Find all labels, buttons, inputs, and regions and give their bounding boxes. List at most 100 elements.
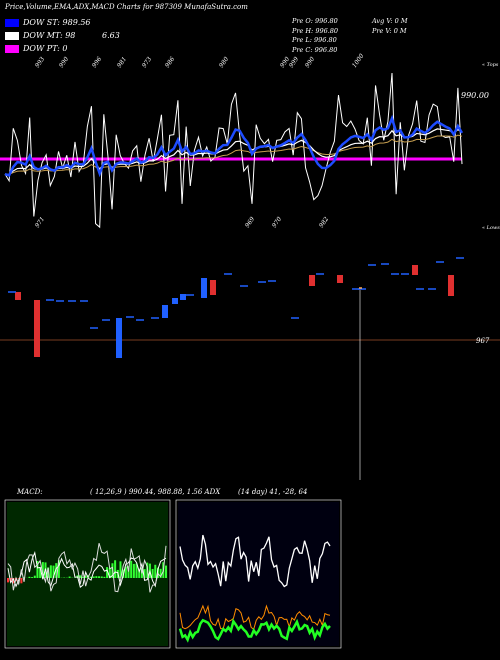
quote-high: Pre H: 996.80 <box>292 26 339 35</box>
macd-histogram-bar <box>92 576 95 578</box>
price-line <box>4 73 463 229</box>
macd-histogram-bar <box>108 567 111 578</box>
macd-label: MACD: <box>17 488 43 496</box>
volume-candle <box>180 294 186 300</box>
legend-dow-pt: DOW PT: 0 <box>5 44 68 53</box>
top-price-label: 993 <box>34 56 46 70</box>
volume-candle <box>162 305 168 318</box>
macd-histogram-bar <box>132 563 135 578</box>
legend-extra-value: 6.63 <box>102 31 120 40</box>
macd-histogram-bar <box>119 561 122 578</box>
macd-histogram-bar <box>106 567 109 578</box>
macd-histogram-bar <box>127 566 130 578</box>
top-price-label: 986 <box>164 56 176 70</box>
macd-histogram-bar <box>7 578 9 583</box>
macd-values: ( 12,26,9 ) 990.44, 988.88, 1.56 ADX <box>90 488 221 496</box>
macd-histogram-bar <box>17 578 20 579</box>
macd-histogram-bar <box>143 569 146 578</box>
volume-candle <box>412 265 418 275</box>
quote-prev-volume: Pre V: 0 M <box>372 26 407 35</box>
macd-line <box>7 543 167 593</box>
low-price-label: 982 <box>318 216 330 230</box>
top-price-label: 973 <box>141 56 153 70</box>
quote-open: Pre O: 996.80 <box>292 17 338 25</box>
legend-label: DOW ST: 989.56 <box>23 18 91 27</box>
ema-long-line <box>4 134 463 175</box>
macd-histogram-bar <box>55 563 58 578</box>
macd-histogram-bar <box>100 576 103 578</box>
legend-dow-mt: DOW MT: 98 <box>5 31 75 40</box>
macd-histogram-bar <box>84 575 87 578</box>
quote-close: Pre C: 996.80 <box>292 45 338 54</box>
tops-label: « Tops <box>482 62 499 68</box>
macd-histogram-bar <box>33 575 36 578</box>
volume-candle <box>448 275 454 296</box>
adx-plus-di-line <box>178 618 331 643</box>
macd-histogram-bar <box>151 568 154 578</box>
chart-title: Price,Volume,EMA,ADX,MACD Charts for 987… <box>5 3 248 11</box>
legend-swatch <box>5 45 19 53</box>
low-price-label: 971 <box>34 216 46 229</box>
macd-histogram-bar <box>103 576 106 578</box>
volume-candle <box>337 275 343 283</box>
macd-histogram-bar <box>28 576 31 578</box>
macd-histogram-bar <box>23 577 26 578</box>
quote-volume: Avg V: 0 M Pre V: 0 M <box>372 17 407 36</box>
volume-candle <box>309 275 315 286</box>
legend-label: DOW MT: 98 <box>23 31 76 40</box>
top-price-label: 990 <box>58 56 70 70</box>
macd-histogram-bar <box>135 563 138 578</box>
macd-histogram-bar <box>165 565 167 578</box>
macd-histogram-bar <box>49 565 52 578</box>
macd-histogram-bar <box>114 560 117 578</box>
macd-histogram-bar <box>41 562 44 578</box>
macd-histogram-bar <box>9 578 12 582</box>
price-label: 990.00 <box>461 91 489 100</box>
macd-histogram-bar <box>68 576 71 578</box>
adx-line <box>179 534 331 588</box>
low-price-label: 970 <box>271 216 283 230</box>
adx-minus-di-line <box>179 604 331 631</box>
ema-short-line <box>4 114 464 178</box>
legend-dow-st: DOW ST: 989.56 <box>5 18 91 27</box>
legend-swatch <box>5 19 19 27</box>
macd-histogram-bar <box>124 566 127 578</box>
macd-histogram-bar <box>39 567 42 578</box>
macd-signal-line <box>7 550 167 589</box>
macd-histogram-bar <box>130 560 133 578</box>
top-price-label: 999 <box>288 56 300 70</box>
macd-histogram-bar <box>52 565 55 578</box>
macd-histogram-bar <box>156 567 159 578</box>
quote-prev-ohlc: Pre O: 996.80 Pre H: 996.80 Pre L: 996.8… <box>292 17 338 55</box>
low-price-label: 969 <box>244 216 256 230</box>
volume-candle <box>172 298 178 304</box>
volume-candle <box>34 300 40 357</box>
volume-candle <box>116 318 122 358</box>
macd-histogram-bar <box>31 577 34 578</box>
macd-histogram-bar <box>81 576 84 578</box>
volume-candle <box>201 278 207 298</box>
ema-mid-line <box>4 128 463 176</box>
macd-histogram-bar <box>98 576 101 578</box>
quote-low: Pre L: 996.80 <box>292 36 337 44</box>
macd-histogram-bar <box>47 567 50 578</box>
volume-candle <box>210 280 216 295</box>
macd-histogram-bar <box>138 569 141 578</box>
top-price-label: 996 <box>91 56 103 70</box>
quote-avg-volume: Avg V: 0 M <box>372 17 408 25</box>
top-price-label: 981 <box>116 56 128 69</box>
top-price-label: 990 <box>304 56 316 70</box>
macd-histogram-bar <box>90 576 93 578</box>
volume-candle <box>15 292 21 300</box>
macd-histogram-bar <box>57 560 60 578</box>
legend-swatch <box>5 32 19 40</box>
macd-histogram-bar <box>12 578 15 584</box>
macd-histogram-bar <box>95 576 98 578</box>
legend-label: DOW PT: 0 <box>23 44 68 53</box>
macd-histogram-bar <box>79 575 82 578</box>
adx-values: (14 day) 41, -28, 64 <box>238 488 308 496</box>
macd-histogram-bar <box>20 578 23 584</box>
top-price-label: 1000 <box>351 52 366 69</box>
macd-histogram-bar <box>36 561 39 578</box>
